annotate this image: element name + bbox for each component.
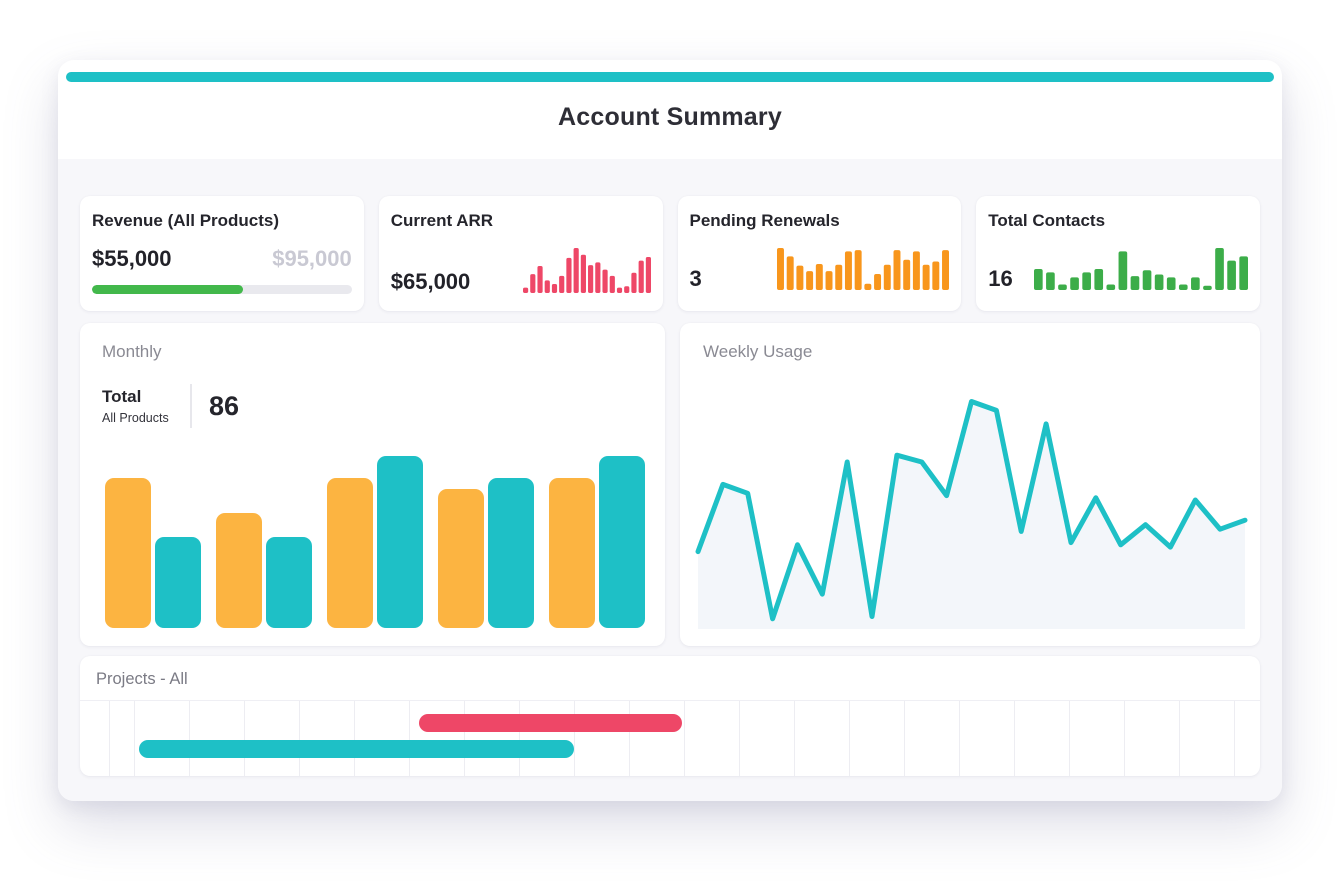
kpi-card-revenue: Revenue (All Products) $55,000 $95,000 (80, 196, 364, 311)
renewals-sparkline-chart (777, 248, 950, 290)
monthly-title: Monthly (102, 342, 162, 361)
monthly-bar (266, 536, 312, 628)
kpi-title: Revenue (All Products) (92, 211, 280, 230)
projects-panel: Projects - All (80, 656, 1260, 776)
kpi-value: $55,000 (92, 246, 172, 271)
kpi-value: 16 (988, 266, 1013, 291)
revenue-progress-bar (92, 285, 352, 294)
monthly-bar (549, 478, 595, 628)
total-divider (190, 384, 192, 428)
projects-title: Projects - All (96, 670, 188, 688)
contacts-sparkline-chart (1034, 248, 1248, 290)
weekly-panel: Weekly Usage (680, 323, 1260, 646)
monthly-panel: Monthly Total All Products 86 (80, 323, 665, 646)
total-value: 86 (209, 390, 240, 421)
monthly-bar (216, 512, 262, 628)
kpi-title: Current ARR (390, 211, 494, 230)
monthly-bar-chart (102, 456, 645, 628)
charts-row: Monthly Total All Products 86 Weekly Usa… (80, 323, 1260, 646)
monthly-total-row: Total All Products 86 (102, 384, 645, 428)
app-header: Account Summary (58, 82, 1282, 159)
project-bar-2 (139, 740, 575, 758)
monthly-bar (155, 536, 201, 628)
kpi-row: Revenue (All Products) $55,000 $95,000 C… (80, 196, 1260, 311)
monthly-bar (377, 456, 423, 628)
revenue-progress-fill (92, 285, 243, 294)
total-label: Total (102, 387, 142, 406)
kpi-card-renewals: Pending Renewals 3 (677, 196, 962, 311)
kpi-title: Pending Renewals (689, 211, 840, 230)
kpi-title: Total Contacts (988, 211, 1106, 230)
weekly-line-chart (695, 389, 1248, 629)
monthly-bar (438, 488, 484, 628)
monthly-bar (327, 478, 373, 628)
project-bar-1 (418, 714, 682, 732)
kpi-value: $65,000 (390, 269, 471, 294)
total-sublabel: All Products (102, 411, 169, 425)
dashboard-window: Account Summary Revenue (All Products) $… (58, 60, 1282, 801)
arr-sparkline-chart (522, 248, 651, 293)
monthly-bar (105, 478, 151, 628)
dashboard-content: Revenue (All Products) $55,000 $95,000 C… (58, 159, 1282, 801)
page-title: Account Summary (558, 103, 782, 131)
kpi-card-arr: Current ARR $65,000 (378, 196, 663, 311)
kpi-target-value: $95,000 (272, 246, 352, 271)
projects-gantt-chart (80, 700, 1260, 776)
weekly-title: Weekly Usage (703, 342, 813, 361)
kpi-card-contacts: Total Contacts 16 (976, 196, 1260, 311)
monthly-bar (488, 478, 534, 628)
accent-bar (66, 72, 1274, 82)
kpi-value: 3 (689, 266, 702, 291)
monthly-bar (599, 456, 645, 628)
